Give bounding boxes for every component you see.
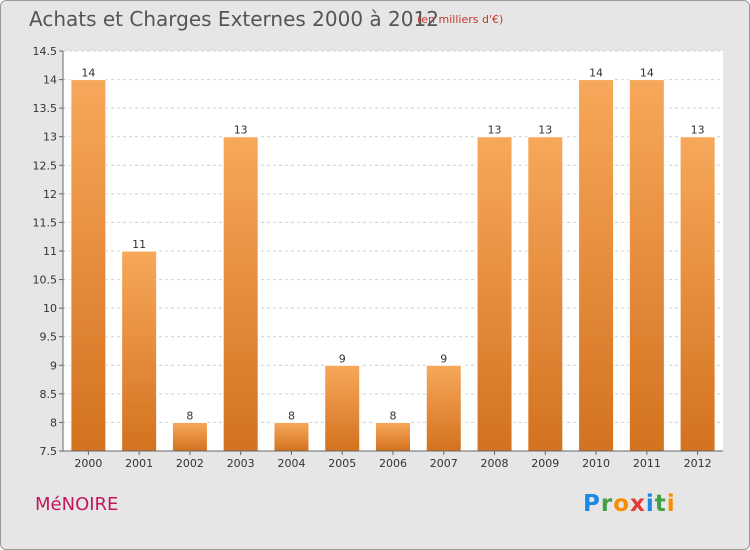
logo-letter: x xyxy=(630,491,646,517)
y-tick-label: 12.5 xyxy=(33,159,58,172)
bar xyxy=(628,79,665,452)
data-label: 8 xyxy=(186,409,193,422)
bar xyxy=(476,136,513,452)
logo-letter: i xyxy=(645,491,655,517)
data-labels: 14 11 8 13 8 9 8 9 13 13 14 14 13 xyxy=(81,67,704,423)
bar xyxy=(527,136,564,452)
data-label: 13 xyxy=(234,124,248,137)
y-tick-label: 7.5 xyxy=(40,445,58,458)
data-label: 14 xyxy=(640,67,654,80)
bar xyxy=(679,136,716,452)
y-axis-ticks: 7.5 8 8.5 9 9.5 10 10.5 11 11.5 12 12.5 13 13.5 14 14.… xyxy=(33,45,63,458)
data-label: 13 xyxy=(488,124,502,137)
x-tick-label: 2003 xyxy=(227,457,255,470)
gridlines xyxy=(63,50,723,423)
logo-letter: P xyxy=(583,491,601,517)
x-tick-label: 2007 xyxy=(430,457,458,470)
bar xyxy=(222,136,259,452)
x-tick-label: 2008 xyxy=(481,457,509,470)
bar xyxy=(425,364,462,452)
commune-name: MéNOIRE xyxy=(35,494,119,515)
x-tick-label: 2011 xyxy=(633,457,661,470)
data-label: 8 xyxy=(390,409,397,422)
y-tick-label: 12 xyxy=(43,188,57,201)
logo-letter: t xyxy=(654,491,667,517)
x-tick-label: 2010 xyxy=(582,457,610,470)
x-tick-label: 2004 xyxy=(277,457,305,470)
bar xyxy=(70,79,107,452)
bar xyxy=(273,421,310,452)
y-tick-label: 13 xyxy=(43,131,57,144)
x-tick-label: 2005 xyxy=(328,457,356,470)
data-label: 14 xyxy=(81,67,95,80)
data-label: 11 xyxy=(132,238,146,251)
x-axis-ticks: 2000 2001 2002 2003 2004 2005 2006 2007 2008 2009… xyxy=(74,451,712,470)
bar xyxy=(578,79,615,452)
x-tick-label: 2000 xyxy=(74,457,102,470)
proxiti-logo[interactable]: Proxiti xyxy=(583,491,676,517)
y-tick-label: 10 xyxy=(43,302,57,315)
logo-letter: i xyxy=(666,491,676,517)
x-tick-label: 2012 xyxy=(684,457,712,470)
x-tick-label: 2009 xyxy=(531,457,559,470)
bar xyxy=(324,364,361,452)
data-label: 13 xyxy=(538,124,552,137)
chart-subtitle: (en milliers d'€) xyxy=(417,13,504,26)
y-tick-label: 11.5 xyxy=(33,216,58,229)
bar xyxy=(121,250,158,452)
logo-letter: r xyxy=(600,491,614,517)
data-label: 9 xyxy=(440,352,447,365)
y-tick-label: 8.5 xyxy=(40,388,58,401)
bar xyxy=(171,421,208,452)
data-label: 8 xyxy=(288,409,295,422)
data-label: 13 xyxy=(691,124,705,137)
y-tick-label: 10.5 xyxy=(33,274,58,287)
y-tick-label: 9 xyxy=(50,359,57,372)
x-tick-label: 2001 xyxy=(125,457,153,470)
data-label: 14 xyxy=(589,67,603,80)
y-tick-label: 13.5 xyxy=(33,102,58,115)
y-tick-label: 14.5 xyxy=(33,45,58,58)
y-tick-label: 11 xyxy=(43,245,57,258)
y-tick-label: 9.5 xyxy=(40,331,58,344)
x-tick-label: 2002 xyxy=(176,457,204,470)
bar xyxy=(375,421,411,452)
bars xyxy=(70,79,716,452)
y-tick-label: 14 xyxy=(43,74,57,87)
chart-title: Achats et Charges Externes 2000 à 2012 xyxy=(29,7,439,31)
data-label: 9 xyxy=(339,352,346,365)
y-tick-label: 8 xyxy=(50,416,57,429)
x-tick-label: 2006 xyxy=(379,457,407,470)
logo-letter: o xyxy=(613,491,631,517)
